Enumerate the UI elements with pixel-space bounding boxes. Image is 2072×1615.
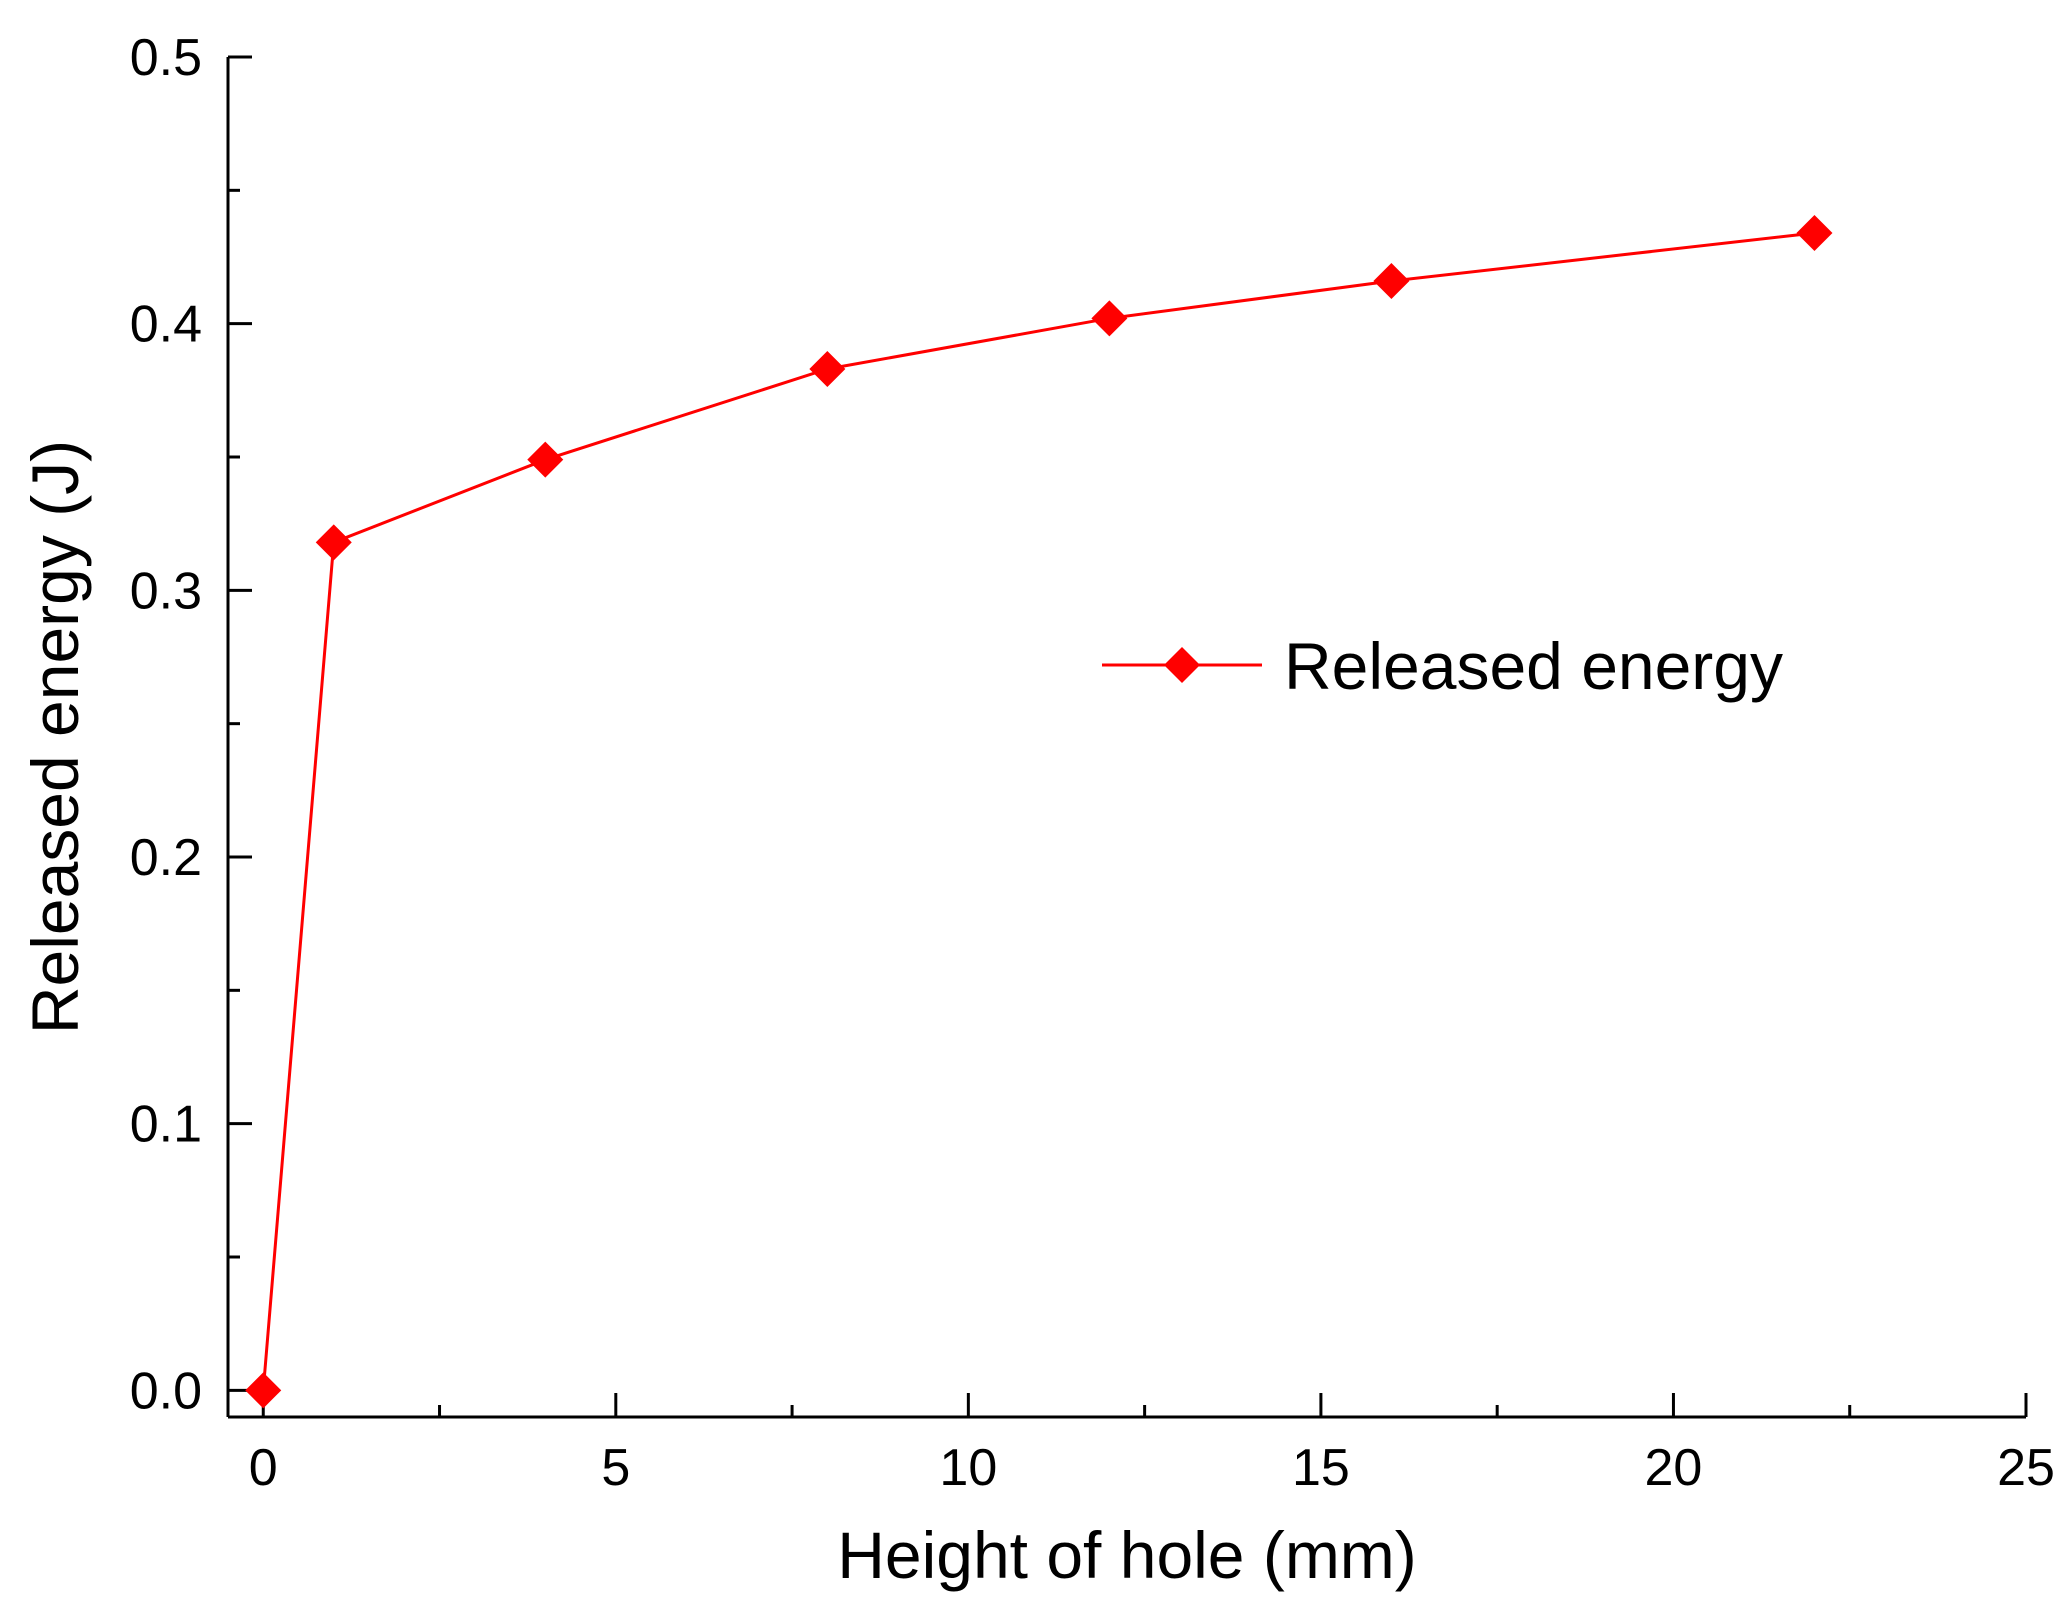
legend-label: Released energy: [1284, 629, 1783, 703]
x-tick-label-25: 25: [1997, 1439, 2055, 1497]
x-axis-title: Height of hole (mm): [837, 1518, 1417, 1592]
data-point-16: [1373, 263, 1410, 299]
y-tick-label-0.2: 0.2: [130, 829, 202, 887]
data-point-22: [1796, 215, 1833, 251]
x-tick-label-0: 0: [249, 1439, 278, 1497]
legend: Released energy: [1102, 629, 1783, 703]
y-tick-label-0.4: 0.4: [130, 296, 202, 354]
x-tick-label-5: 5: [601, 1439, 630, 1497]
data-point-4: [527, 441, 564, 478]
ticks: 0 5 10 15 20 25 0.0 0.1 0.2 0.3 0.4 0.5: [130, 29, 2055, 1497]
axes: [226, 57, 2026, 1419]
y-tick-label-0.1: 0.1: [130, 1096, 202, 1154]
legend-marker-diamond: [1164, 647, 1200, 683]
x-tick-label-10: 10: [939, 1439, 997, 1497]
x-tick-label-20: 20: [1645, 1439, 1703, 1497]
series-layer: [245, 215, 1833, 1409]
y-tick-label-0.3: 0.3: [130, 562, 202, 620]
data-point-8: [809, 351, 846, 387]
data-point-12: [1091, 300, 1128, 337]
y-tick-label-0: 0.0: [130, 1362, 202, 1420]
x-tick-label-15: 15: [1292, 1439, 1350, 1497]
data-point-1: [315, 524, 352, 561]
y-axis-title: Released energy (J): [18, 440, 92, 1034]
y-tick-label-0.5: 0.5: [130, 29, 202, 87]
data-point-0: [245, 1372, 282, 1409]
